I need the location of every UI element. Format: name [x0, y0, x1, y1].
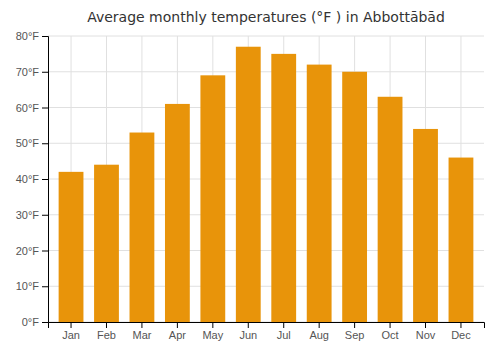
bar: [342, 72, 367, 322]
grid: [48, 36, 484, 322]
tick-mark: [460, 322, 461, 328]
tick-label: 80°F: [16, 30, 40, 42]
tick-mark: [42, 251, 48, 252]
bar: [59, 172, 84, 322]
bar: [378, 97, 403, 322]
tick-mark: [425, 322, 426, 328]
bar: [307, 65, 332, 322]
y-tick: 0°F: [22, 316, 48, 328]
x-tick: Sep: [345, 322, 365, 341]
tick-mark: [71, 322, 72, 328]
tick-mark: [354, 322, 355, 328]
y-tick: 60°F: [16, 102, 48, 114]
tick-mark: [106, 322, 107, 328]
x-tick: Dec: [451, 322, 471, 341]
tick-label: Jan: [62, 329, 80, 341]
tick-label: 40°F: [16, 173, 40, 185]
y-tick: 40°F: [16, 173, 48, 185]
x-tick: Mar: [132, 322, 151, 341]
tick-mark: [177, 322, 178, 328]
y-tick: 80°F: [16, 30, 48, 42]
tick-label: Mar: [132, 329, 151, 341]
y-tick: 20°F: [16, 245, 48, 257]
x-tick: Jul: [277, 322, 291, 341]
tick-mark: [141, 322, 142, 328]
y-tick: 50°F: [16, 137, 48, 149]
tick-mark: [390, 322, 391, 328]
bar: [94, 165, 119, 322]
tick-mark: [42, 72, 48, 73]
title: Average monthly temperatures (°F ) in Ab…: [87, 9, 445, 25]
tick-label: Sep: [345, 329, 365, 341]
x-axis: Jan Feb Mar Apr May Jun Jul Aug Sep Oct Nov Dec: [49, 322, 485, 341]
x-tick: Feb: [97, 322, 116, 341]
tick-label: Apr: [169, 329, 186, 341]
tick-label: Nov: [416, 329, 436, 341]
tick-mark: [42, 286, 48, 287]
x-tick: Apr: [169, 322, 186, 341]
tick-label: 0°F: [22, 316, 40, 328]
axis-line: [42, 37, 49, 323]
tick-label: 50°F: [16, 137, 40, 149]
tick-mark: [248, 322, 249, 328]
tick-label: 10°F: [16, 280, 40, 292]
tick-mark: [42, 36, 48, 37]
y-tick: 70°F: [16, 66, 48, 78]
chart: Jan Feb Mar Apr May Jun Jul Aug Sep Oct Nov Dec 0°F 1…: [0, 0, 500, 350]
grid-line: [48, 36, 484, 37]
tick-label: 60°F: [16, 102, 40, 114]
tick-label: Jul: [277, 329, 291, 341]
y-axis: 0°F 10°F 20°F 30°F 40°F 50°F 60°F 70°F 80°F: [16, 30, 49, 328]
bar: [200, 75, 225, 322]
x-tick: Nov: [416, 322, 436, 341]
tick-mark: [319, 322, 320, 328]
grid-line: [48, 71, 484, 72]
tick-mark: [42, 179, 48, 180]
plot: Jan Feb Mar Apr May Jun Jul Aug Sep Oct Nov Dec 0°F 1…: [16, 30, 485, 341]
bar: [449, 158, 474, 322]
tick-mark: [42, 215, 48, 216]
bar: [165, 104, 190, 322]
x-tick: Oct: [382, 322, 399, 341]
tick-mark: [42, 143, 48, 144]
axis-line: [49, 323, 485, 329]
tick-label: 70°F: [16, 66, 40, 78]
tick-mark: [42, 322, 48, 323]
bar: [236, 47, 261, 322]
x-tick: Aug: [309, 322, 329, 341]
tick-label: Aug: [309, 329, 329, 341]
tick-label: 20°F: [16, 245, 40, 257]
tick-label: May: [202, 329, 223, 341]
tick-label: 30°F: [16, 209, 40, 221]
y-tick: 10°F: [16, 280, 48, 292]
x-tick: Jun: [239, 322, 257, 341]
tick-mark: [283, 322, 284, 328]
x-tick: Jan: [62, 322, 80, 341]
y-tick: 30°F: [16, 209, 48, 221]
tick-mark: [212, 322, 213, 328]
bar: [271, 54, 296, 322]
bar: [413, 129, 438, 322]
bars: [59, 47, 474, 322]
tick-label: Jun: [239, 329, 257, 341]
grid-line: [48, 107, 484, 108]
tick-label: Dec: [451, 329, 471, 341]
bar: [130, 133, 155, 322]
tick-label: Oct: [382, 329, 399, 341]
tick-label: Feb: [97, 329, 116, 341]
x-tick: May: [202, 322, 223, 341]
tick-mark: [42, 108, 48, 109]
